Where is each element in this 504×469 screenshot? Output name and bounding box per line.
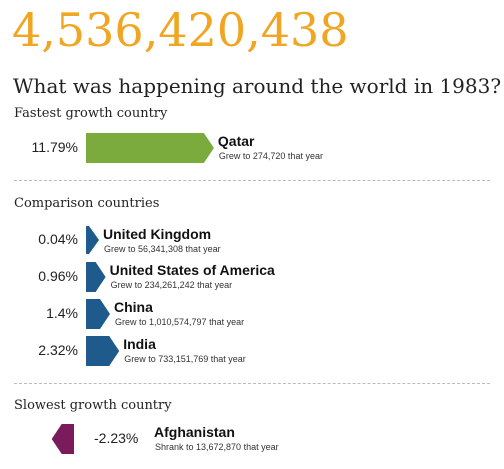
pct-label-china: 1.4% <box>46 305 78 321</box>
population-total: 4,536,420,438 <box>12 3 349 57</box>
bar-united-kingdom <box>86 226 99 254</box>
country-name-qatar: Qatar <box>217 133 255 149</box>
country-name-united-states-of-america: United States of America <box>109 262 275 278</box>
divider-2 <box>14 383 490 384</box>
pct-label-qatar: 11.79% <box>31 139 78 155</box>
bar-united-states-of-america <box>86 262 106 292</box>
country-name-united-kingdom: United Kingdom <box>103 226 212 242</box>
pct-label-india: 2.32% <box>38 342 78 358</box>
bar-afghanistan <box>51 424 74 454</box>
growth-note-united-states-of-america: Grew to 234,261,242 that year <box>110 280 233 290</box>
growth-note-afghanistan: Shrank to 13,672,870 that year <box>155 442 279 452</box>
page-headline: What was happening around the world in 1… <box>13 74 502 98</box>
growth-note-india: Grew to 733,151,769 that year <box>124 354 246 364</box>
growth-note-china: Grew to 1,010,574,797 that year <box>115 317 245 327</box>
pct-label-united-states-of-america: 0.96% <box>38 268 78 284</box>
pct-label-united-kingdom: 0.04% <box>38 231 78 247</box>
section-title-comparison: Comparison countries <box>14 196 160 211</box>
country-name-india: India <box>123 336 156 352</box>
bar-qatar <box>86 133 214 163</box>
country-name-china: China <box>114 299 153 315</box>
pct-label-afghanistan: -2.23% <box>94 430 139 446</box>
bar-india <box>86 336 120 366</box>
growth-note-qatar: Grew to 274,720 that year <box>218 151 323 161</box>
country-name-afghanistan: Afghanistan <box>154 424 235 440</box>
divider-1 <box>14 180 490 181</box>
growth-note-united-kingdom: Grew to 56,341,308 that year <box>104 244 221 254</box>
section-title-fastest: Fastest growth country <box>14 106 168 121</box>
bar-china <box>86 299 110 329</box>
section-title-slowest: Slowest growth country <box>14 398 172 413</box>
